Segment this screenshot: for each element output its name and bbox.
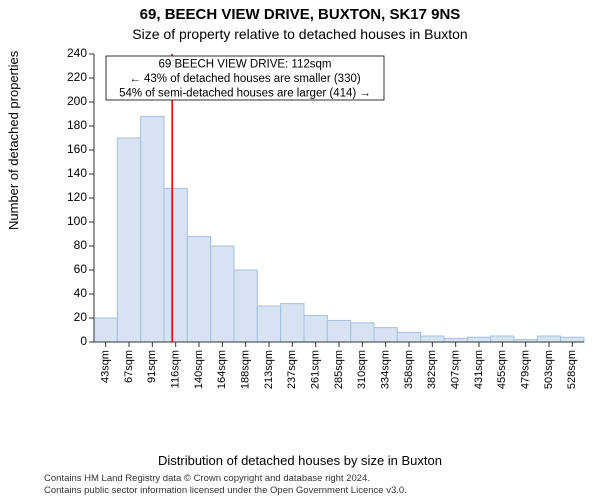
x-tick-label: 431sqm	[473, 350, 485, 389]
histogram-bar	[561, 337, 584, 342]
histogram-bar	[281, 304, 304, 342]
histogram-bar	[141, 116, 164, 342]
y-tick-label: 180	[67, 118, 87, 132]
histogram-bar	[257, 306, 280, 342]
annotation-line: 69 BEECH VIEW DRIVE: 112sqm	[159, 58, 332, 70]
histogram-bar	[537, 336, 560, 342]
chart-container: 69, BEECH VIEW DRIVE, BUXTON, SK17 9NS S…	[0, 0, 600, 500]
y-tick-label: 220	[67, 70, 87, 84]
y-tick-label: 240	[67, 48, 87, 60]
y-tick-label: 20	[74, 310, 88, 324]
x-tick-label: 213sqm	[263, 350, 275, 389]
x-tick-label: 164sqm	[216, 350, 228, 389]
x-tick-label: 407sqm	[450, 350, 462, 389]
x-tick-label: 67sqm	[123, 350, 135, 383]
page-title: 69, BEECH VIEW DRIVE, BUXTON, SK17 9NS	[0, 6, 600, 23]
histogram-bar	[211, 246, 234, 342]
x-tick-label: 528sqm	[566, 350, 578, 389]
y-tick-label: 40	[74, 286, 88, 300]
x-tick-label: 479sqm	[520, 350, 532, 389]
footer-line-2: Contains public sector information licen…	[44, 485, 592, 496]
x-tick-label: 285sqm	[333, 350, 345, 389]
histogram-bar	[304, 316, 327, 342]
x-tick-label: 188sqm	[240, 350, 252, 389]
footer-line-1: Contains HM Land Registry data © Crown c…	[44, 473, 592, 484]
y-tick-label: 60	[74, 262, 88, 276]
histogram-bar	[94, 318, 117, 342]
y-tick-label: 160	[67, 142, 87, 156]
x-tick-label: 43sqm	[100, 350, 112, 383]
page-subtitle: Size of property relative to detached ho…	[0, 26, 600, 42]
x-tick-label: 140sqm	[193, 350, 205, 389]
x-tick-label: 237sqm	[286, 350, 298, 389]
annotation-line: ← 43% of detached houses are smaller (33…	[129, 73, 361, 85]
license-footer: Contains HM Land Registry data © Crown c…	[44, 473, 592, 496]
y-tick-label: 120	[67, 190, 87, 204]
y-tick-label: 0	[80, 334, 87, 348]
annotation-line: 54% of semi-detached houses are larger (…	[119, 88, 371, 100]
histogram-bar	[491, 336, 514, 342]
histogram-plot: 0 20 40 60 80 100 120 140 160 180 200 220 240 43sqm 67…	[60, 48, 590, 398]
histogram-bar	[467, 337, 490, 342]
histogram-bar	[187, 236, 210, 342]
y-axis-label: Number of detached properties	[6, 51, 21, 230]
histogram-bar	[444, 338, 467, 342]
y-tick-label: 200	[67, 94, 87, 108]
x-tick-label: 261sqm	[310, 350, 322, 389]
y-tick-label: 140	[67, 166, 87, 180]
histogram-bar	[164, 188, 187, 342]
x-tick-label: 334sqm	[380, 350, 392, 389]
histogram-bar	[397, 332, 420, 342]
x-tick-label: 503sqm	[543, 350, 555, 389]
x-tick-label: 382sqm	[426, 350, 438, 389]
histogram-bar	[351, 323, 374, 342]
x-tick-label: 91sqm	[146, 350, 158, 383]
histogram-bar	[374, 328, 397, 342]
y-tick-label: 80	[74, 238, 88, 252]
histogram-bar	[117, 138, 140, 342]
y-tick-label: 100	[67, 214, 87, 228]
x-axis-label: Distribution of detached houses by size …	[0, 453, 600, 468]
x-tick-label: 116sqm	[170, 350, 182, 388]
x-tick-label: 310sqm	[356, 350, 368, 389]
histogram-bar	[421, 336, 444, 342]
x-tick-label: 358sqm	[403, 350, 415, 389]
histogram-bar	[234, 270, 257, 342]
histogram-bar	[327, 320, 350, 342]
x-tick-label: 455sqm	[496, 350, 508, 389]
